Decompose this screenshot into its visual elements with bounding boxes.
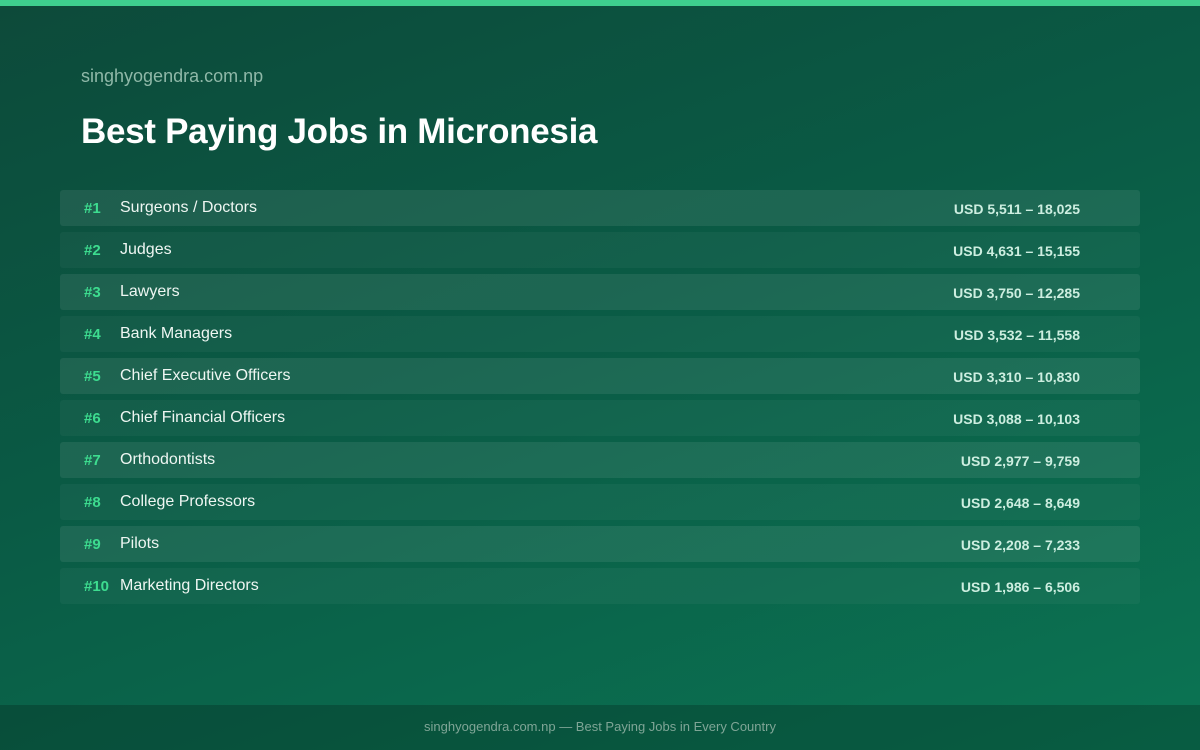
site-name: singhyogendra.com.np xyxy=(81,66,264,86)
salary-range: USD 3,532 – 11,558 xyxy=(953,327,1080,343)
table-row: #6 Chief Financial Officers USD 3,088 – 10… xyxy=(60,400,1140,436)
rank: #5 xyxy=(84,368,101,385)
title: Best Paying Jobs in Micronesia xyxy=(81,112,598,151)
rank: #6 xyxy=(84,410,101,427)
rank: #4 xyxy=(84,326,101,343)
table-row: #4 Bank Managers USD 3,532 – 11,558 xyxy=(60,316,1140,352)
rank: #9 xyxy=(84,536,101,553)
job-title: College Professors xyxy=(120,493,256,510)
job-title: Bank Managers xyxy=(120,325,233,342)
salary-range: USD 2,977 – 9,759 xyxy=(960,453,1080,469)
rank: #10 xyxy=(84,578,110,595)
job-title: Chief Executive Officers xyxy=(120,367,291,384)
table-row: #8 College Professors USD 2,648 – 8,649 xyxy=(60,484,1140,520)
salary-range: USD 4,631 – 15,155 xyxy=(953,243,1080,259)
job-table: #1 Surgeons / Doctors USD 5,511 – 18,025 #2… xyxy=(60,190,1140,610)
table-row: #10 Marketing Directors USD 1,986 – 6,506 xyxy=(60,568,1140,604)
salary-range: USD 2,208 – 7,233 xyxy=(960,537,1080,553)
rank: #8 xyxy=(84,494,101,511)
footer: singhyogendra.com.np — Best Paying Jobs … xyxy=(0,705,1200,750)
table-row: #7 Orthodontists USD 2,977 – 9,759 xyxy=(60,442,1140,478)
table-row: #1 Surgeons / Doctors USD 5,511 – 18,025 xyxy=(60,190,1140,226)
job-title: Orthodontists xyxy=(120,451,216,468)
salary-range: USD 5,511 – 18,025 xyxy=(953,201,1080,217)
table-row: #5 Chief Executive Officers USD 3,310 – 10… xyxy=(60,358,1140,394)
job-title: Lawyers xyxy=(120,283,180,300)
job-title: Chief Financial Officers xyxy=(120,409,286,426)
salary-range: USD 3,310 – 10,830 xyxy=(953,369,1080,385)
salary-range: USD 1,986 – 6,506 xyxy=(960,579,1080,595)
table-row: #9 Pilots USD 2,208 – 7,233 xyxy=(60,526,1140,562)
job-title: Marketing Directors xyxy=(120,577,259,594)
rank: #7 xyxy=(84,452,101,469)
salary-range: USD 3,088 – 10,103 xyxy=(953,411,1080,427)
footer-text: singhyogendra.com.np — Best Paying Jobs … xyxy=(424,719,776,734)
rank: #2 xyxy=(84,242,101,259)
rank: #3 xyxy=(84,284,101,301)
job-title: Judges xyxy=(120,241,172,258)
salary-range: USD 2,648 – 8,649 xyxy=(960,495,1080,511)
job-title: Pilots xyxy=(120,535,160,552)
rank: #1 xyxy=(84,200,101,217)
table-row: #2 Judges USD 4,631 – 15,155 xyxy=(60,232,1140,268)
salary-range: USD 3,750 – 12,285 xyxy=(953,285,1080,301)
table-row: #3 Lawyers USD 3,750 – 12,285 xyxy=(60,274,1140,310)
top-bar xyxy=(0,0,1200,6)
job-title: Surgeons / Doctors xyxy=(120,199,257,216)
